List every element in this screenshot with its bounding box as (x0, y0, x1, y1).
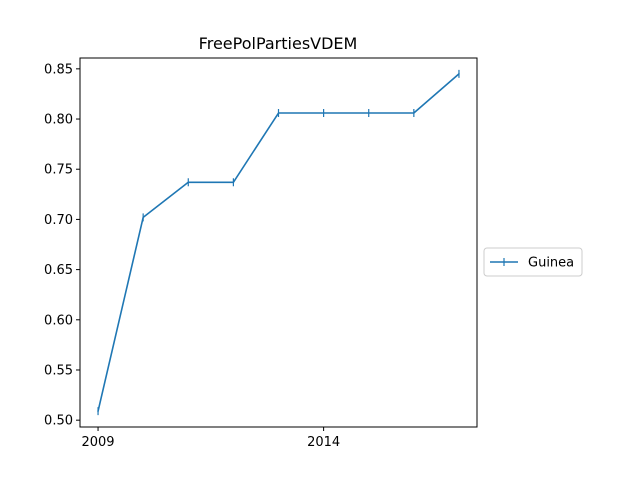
y-tick-label: 0.70 (44, 213, 73, 228)
y-tick-label: 0.80 (44, 113, 73, 128)
legend-box (483, 247, 583, 277)
chart-title: FreePolPartiesVDEM (199, 34, 358, 53)
legend-label: Guinea (528, 256, 574, 271)
axes: 0.50 0.55 0.60 0.65 0.70 0.75 0.80 0.85 2009 2014 (44, 57, 478, 450)
legend: Guinea (483, 247, 583, 277)
y-tick-label: 0.65 (44, 263, 73, 278)
y-tick-label: 0.50 (44, 414, 73, 429)
axes-frame (79, 57, 478, 428)
x-tick-label: 2009 (81, 435, 114, 450)
y-tick-label: 0.85 (44, 62, 73, 77)
y-tick-label: 0.75 (44, 163, 73, 178)
y-tick-label: 0.55 (44, 363, 73, 378)
y-tick-label: 0.60 (44, 313, 73, 328)
x-tick-label: 2014 (307, 435, 340, 450)
plot-area (97, 69, 460, 416)
